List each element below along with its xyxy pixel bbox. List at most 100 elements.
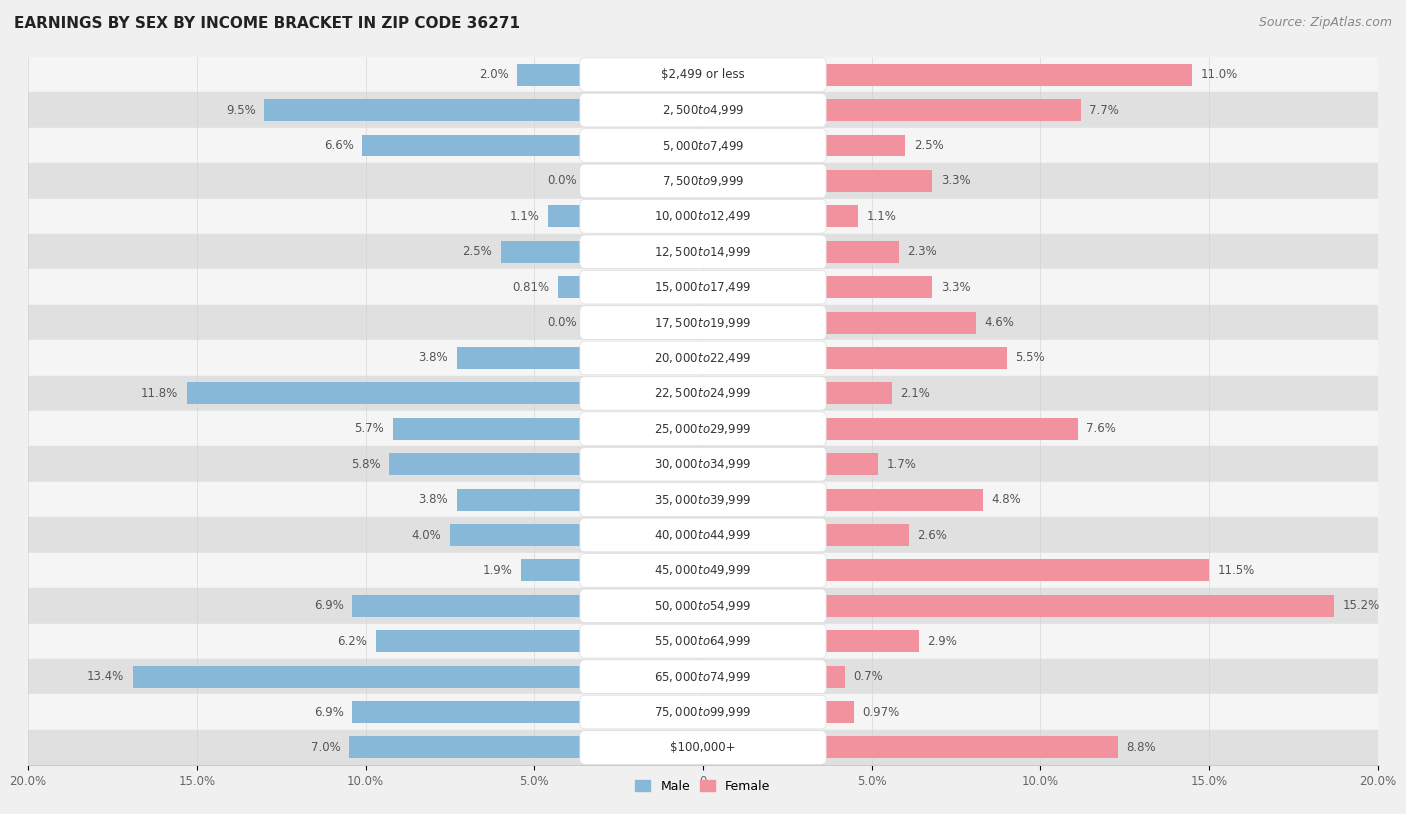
Text: $50,000 to $54,999: $50,000 to $54,999 [654, 599, 752, 613]
FancyBboxPatch shape [579, 235, 827, 269]
Bar [28, 128, 1378, 163]
FancyBboxPatch shape [579, 731, 827, 764]
Bar [821, 524, 908, 546]
Bar [28, 234, 1378, 269]
Text: 0.97%: 0.97% [862, 706, 900, 719]
Text: $65,000 to $74,999: $65,000 to $74,999 [654, 670, 752, 684]
Bar [821, 383, 891, 405]
FancyBboxPatch shape [579, 377, 827, 410]
Text: 3.3%: 3.3% [941, 281, 970, 294]
Text: 6.9%: 6.9% [314, 706, 343, 719]
Bar [28, 624, 1378, 659]
Text: 13.4%: 13.4% [87, 670, 124, 683]
Bar [821, 134, 905, 156]
Text: $40,000 to $44,999: $40,000 to $44,999 [654, 528, 752, 542]
Bar [28, 518, 1378, 553]
FancyBboxPatch shape [579, 129, 827, 162]
Text: 11.0%: 11.0% [1201, 68, 1237, 81]
Text: 7.0%: 7.0% [311, 741, 340, 754]
Bar [28, 411, 1378, 446]
Bar [375, 630, 585, 652]
Bar [821, 99, 1081, 121]
Text: 1.1%: 1.1% [866, 210, 897, 223]
Text: 7.7%: 7.7% [1090, 103, 1119, 116]
Bar [517, 63, 585, 85]
FancyBboxPatch shape [579, 554, 827, 587]
Bar [558, 276, 585, 298]
Text: 3.8%: 3.8% [419, 493, 449, 506]
Bar [28, 340, 1378, 375]
Text: $22,500 to $24,999: $22,500 to $24,999 [654, 387, 752, 400]
Text: 2.5%: 2.5% [463, 245, 492, 258]
Bar [392, 418, 585, 440]
Text: $55,000 to $64,999: $55,000 to $64,999 [654, 634, 752, 648]
Text: 3.3%: 3.3% [941, 174, 970, 187]
Bar [187, 383, 585, 405]
Bar [821, 347, 1007, 369]
Bar [28, 694, 1378, 730]
Text: 11.8%: 11.8% [141, 387, 179, 400]
FancyBboxPatch shape [579, 589, 827, 623]
Text: 3.8%: 3.8% [419, 352, 449, 365]
Text: 1.7%: 1.7% [887, 457, 917, 470]
Bar [28, 199, 1378, 234]
Bar [821, 63, 1192, 85]
Bar [28, 163, 1378, 199]
Legend: Male, Female: Male, Female [630, 775, 776, 798]
Text: $10,000 to $12,499: $10,000 to $12,499 [654, 209, 752, 223]
Text: 2.6%: 2.6% [917, 528, 948, 541]
FancyBboxPatch shape [579, 306, 827, 339]
Bar [821, 595, 1334, 617]
Bar [457, 488, 585, 510]
Bar [349, 737, 585, 759]
Bar [821, 276, 932, 298]
Text: 1.9%: 1.9% [482, 564, 512, 577]
FancyBboxPatch shape [579, 412, 827, 445]
FancyBboxPatch shape [579, 270, 827, 304]
Bar [821, 666, 845, 688]
Bar [457, 347, 585, 369]
FancyBboxPatch shape [579, 695, 827, 729]
Bar [501, 241, 585, 263]
Text: $7,500 to $9,999: $7,500 to $9,999 [662, 174, 744, 188]
Text: $17,500 to $19,999: $17,500 to $19,999 [654, 316, 752, 330]
Text: $45,000 to $49,999: $45,000 to $49,999 [654, 563, 752, 577]
FancyBboxPatch shape [579, 341, 827, 374]
Text: $25,000 to $29,999: $25,000 to $29,999 [654, 422, 752, 435]
Text: 7.6%: 7.6% [1085, 422, 1116, 435]
Text: 15.2%: 15.2% [1343, 599, 1379, 612]
FancyBboxPatch shape [579, 94, 827, 127]
Text: 0.0%: 0.0% [547, 316, 576, 329]
Bar [821, 701, 853, 723]
Bar [520, 559, 585, 581]
Bar [28, 730, 1378, 765]
Text: $12,500 to $14,999: $12,500 to $14,999 [654, 245, 752, 259]
Text: 1.1%: 1.1% [509, 210, 540, 223]
Bar [821, 559, 1209, 581]
Bar [28, 446, 1378, 482]
Text: 9.5%: 9.5% [226, 103, 256, 116]
Bar [264, 99, 585, 121]
Text: Source: ZipAtlas.com: Source: ZipAtlas.com [1258, 16, 1392, 29]
Text: $2,500 to $4,999: $2,500 to $4,999 [662, 103, 744, 117]
Text: $100,000+: $100,000+ [671, 741, 735, 754]
Bar [821, 488, 983, 510]
Text: 4.8%: 4.8% [991, 493, 1021, 506]
Text: 4.0%: 4.0% [412, 528, 441, 541]
Text: $35,000 to $39,999: $35,000 to $39,999 [654, 492, 752, 506]
Text: 0.7%: 0.7% [853, 670, 883, 683]
FancyBboxPatch shape [579, 483, 827, 516]
Bar [821, 737, 1118, 759]
Bar [821, 418, 1077, 440]
Bar [450, 524, 585, 546]
Bar [28, 482, 1378, 518]
Bar [132, 666, 585, 688]
Text: 2.0%: 2.0% [479, 68, 509, 81]
FancyBboxPatch shape [579, 164, 827, 198]
Bar [821, 170, 932, 192]
FancyBboxPatch shape [579, 448, 827, 481]
Text: 11.5%: 11.5% [1218, 564, 1254, 577]
Text: 5.7%: 5.7% [354, 422, 384, 435]
Bar [28, 269, 1378, 304]
Bar [28, 57, 1378, 92]
